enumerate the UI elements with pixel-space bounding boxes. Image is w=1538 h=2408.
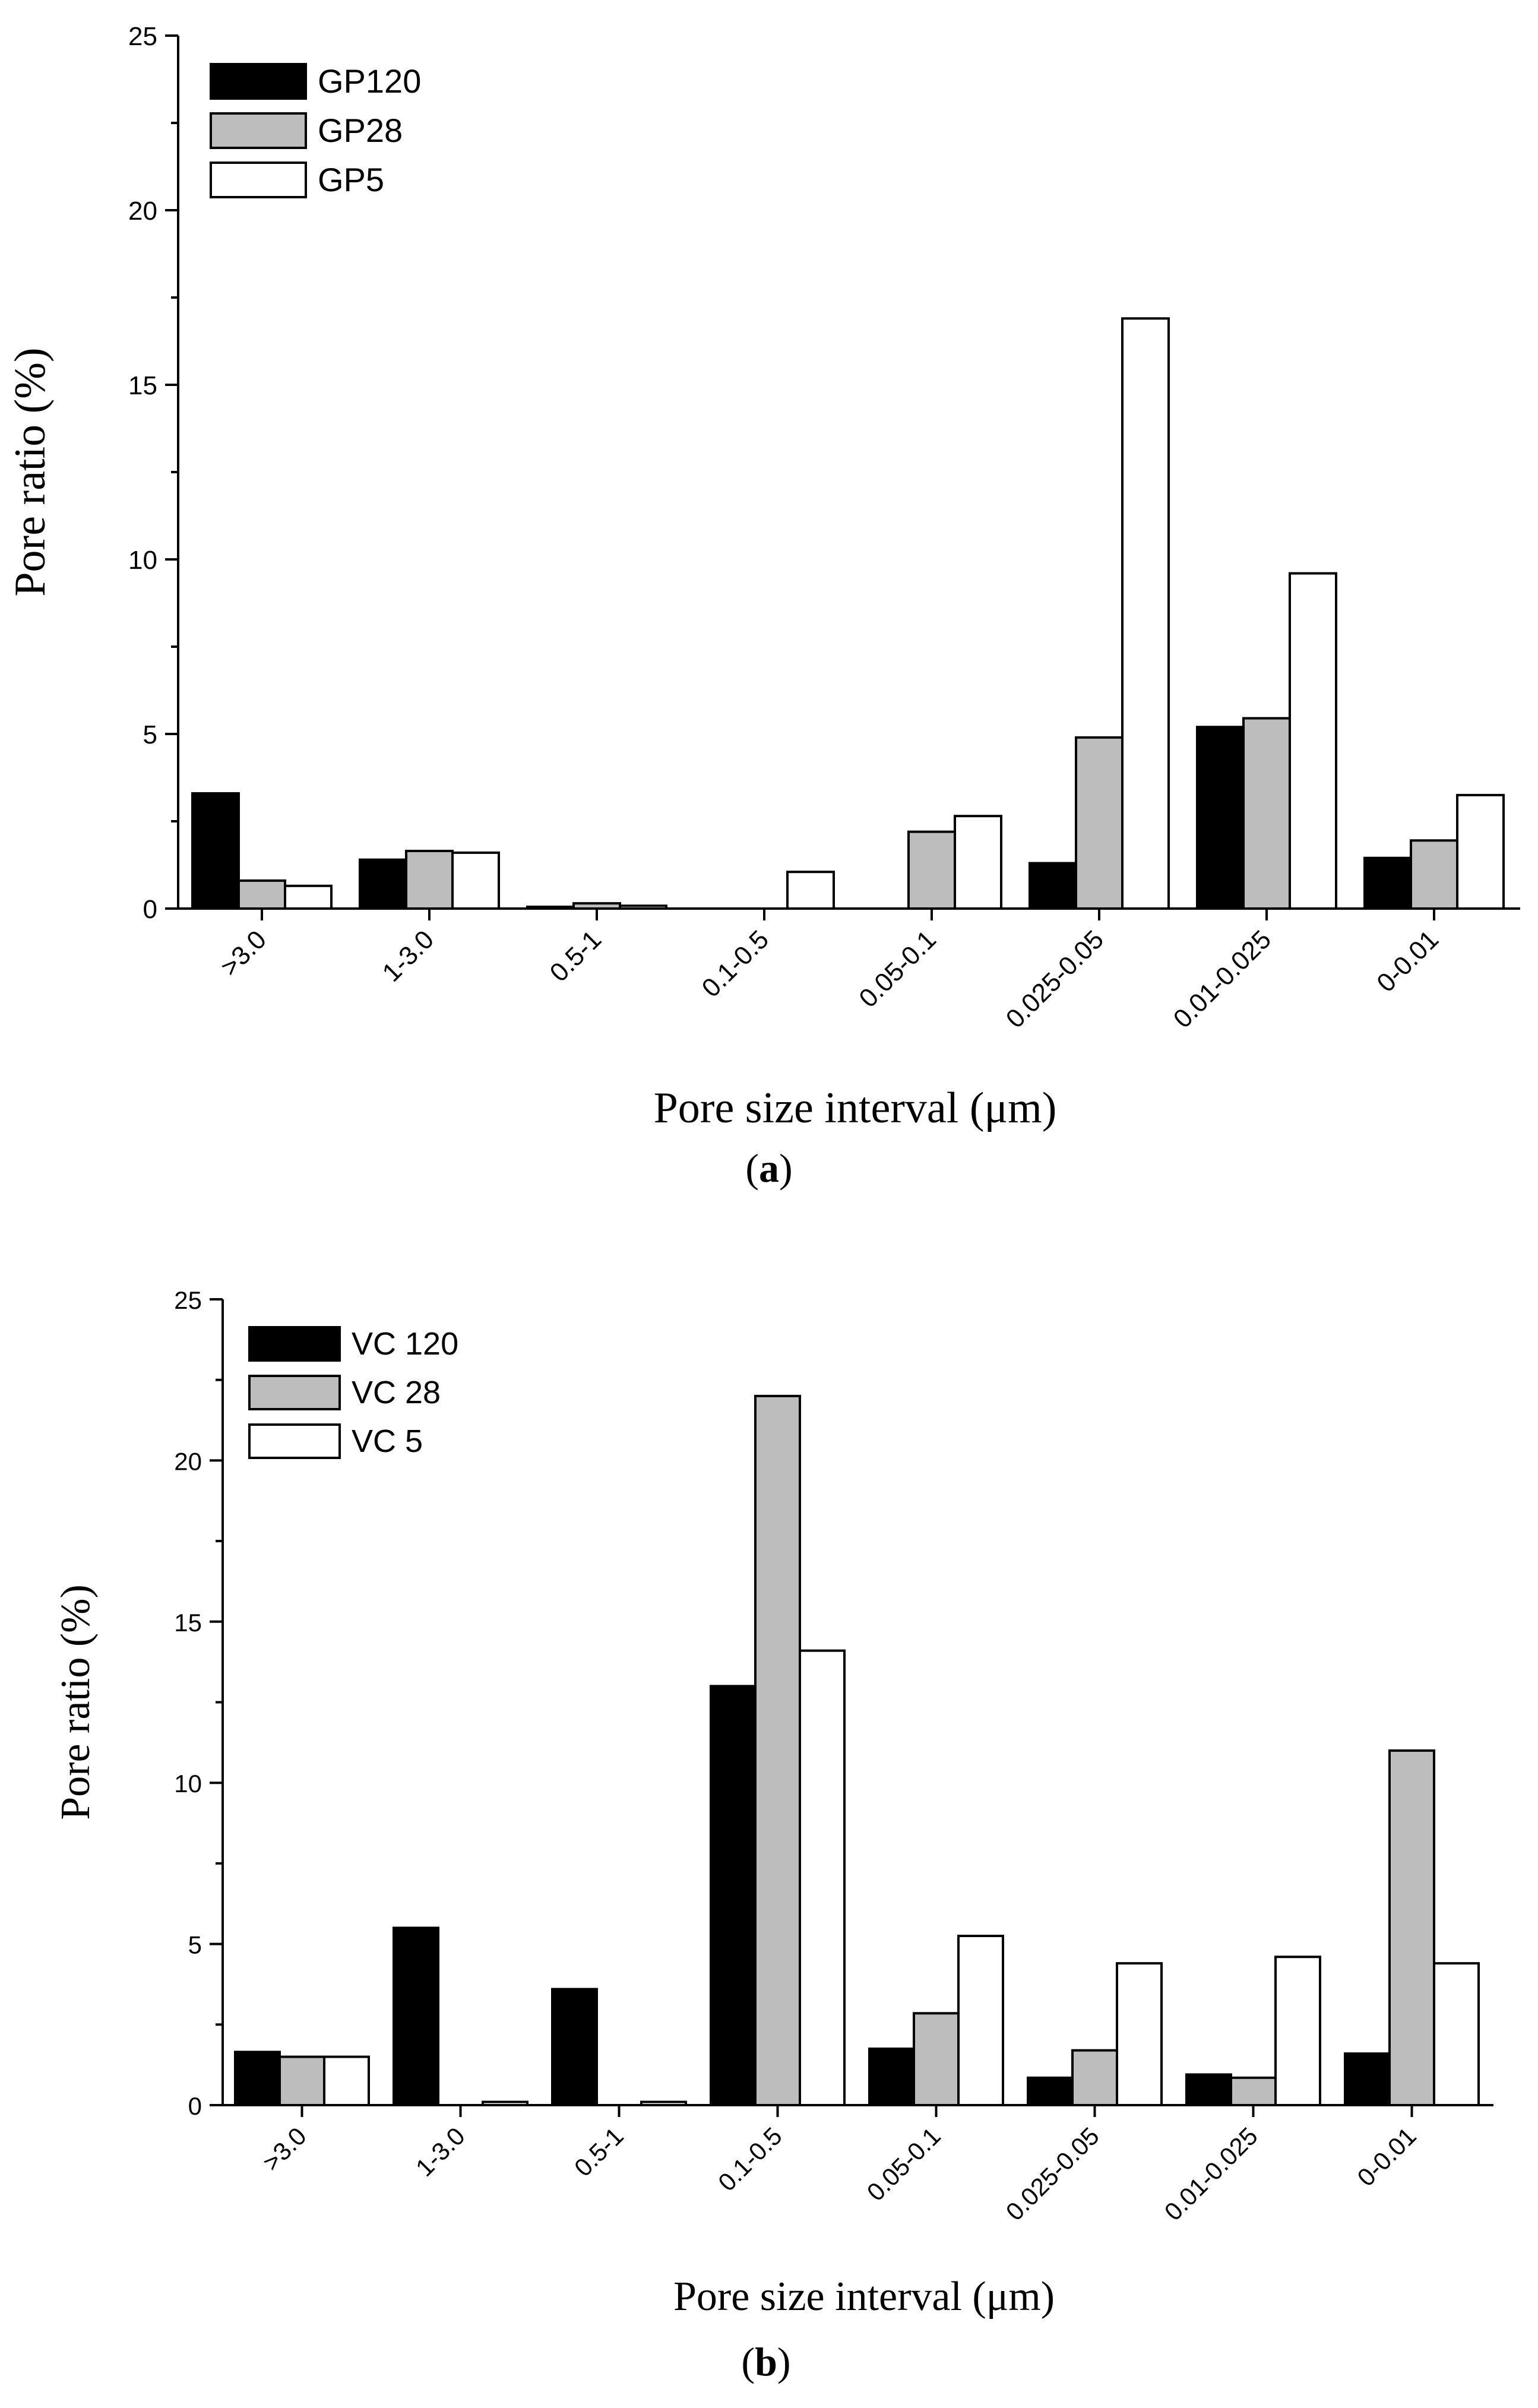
- bar-a-gp5-7: [1456, 793, 1505, 910]
- legend-swatch-a-0: [210, 63, 307, 100]
- y-tick-label-b-1: 5: [188, 1931, 202, 1959]
- bar-b-vc5-5: [1116, 1962, 1163, 2106]
- x-tick-label-a-1: 1-3.0: [377, 925, 440, 988]
- legend-swatch-b-1: [248, 1375, 341, 1410]
- bar-b-vc28-6: [1230, 2076, 1277, 2107]
- x-tick-label-b-3: 0.1-0.5: [713, 2122, 787, 2197]
- legend-label-a-1: GP28: [318, 112, 403, 149]
- bar-b-vc120-6: [1185, 2073, 1232, 2107]
- bar-a-gp28-7: [1410, 839, 1458, 910]
- x-tick-label-b-7: 0-0.01: [1352, 2122, 1421, 2191]
- y-tick-label-a-1: 5: [143, 720, 157, 749]
- y-tick-label-a-2: 10: [128, 546, 157, 575]
- bar-b-vc120-5: [1027, 2076, 1074, 2107]
- bar-b-vc5-4: [957, 1935, 1004, 2107]
- bar-a-gp5-3: [786, 871, 835, 910]
- legend-label-a-2: GP5: [318, 161, 384, 198]
- bar-b-vc28-0: [279, 2055, 325, 2107]
- bar-b-vc5-7: [1433, 1962, 1480, 2106]
- legend-swatch-a-1: [210, 112, 307, 149]
- x-tick-label-b-4: 0.05-0.1: [862, 2122, 946, 2206]
- bar-b-vc5-3: [799, 1649, 846, 2107]
- x-tick-label-a-5: 0.025-0.05: [1001, 925, 1109, 1033]
- bar-a-gp28-6: [1242, 717, 1291, 910]
- bar-a-gp28-1: [405, 849, 454, 910]
- bar-b-vc28-7: [1388, 1749, 1435, 2106]
- x-axis-label-a: Pore size interval (μm): [654, 1084, 1057, 1132]
- bar-a-gp28-5: [1075, 736, 1124, 910]
- x-tick-label-b-5: 0.025-0.05: [1001, 2122, 1105, 2226]
- x-tick-label-a-0: >3.0: [215, 925, 272, 982]
- legend-swatch-b-0: [248, 1326, 341, 1362]
- x-tick-label-a-2: 0.5-1: [545, 925, 607, 988]
- bar-b-vc120-2: [551, 1988, 598, 2107]
- bar-a-gp5-6: [1289, 572, 1337, 910]
- y-tick-label-a-0: 0: [143, 895, 157, 924]
- bar-b-vc28-3: [754, 1394, 801, 2107]
- x-tick-label-a-6: 0.01-0.025: [1168, 925, 1277, 1033]
- y-tick-label-b-3: 15: [174, 1609, 202, 1637]
- y-axis-label-a: Pore ratio (%): [6, 347, 55, 596]
- bar-a-gp5-0: [284, 884, 333, 910]
- y-tick-label-b-5: 25: [174, 1286, 202, 1314]
- y-tick-label-a-3: 15: [128, 371, 157, 400]
- x-axis-label-b: Pore size interval (μm): [673, 2274, 1055, 2320]
- chart-panel-b: >3.0 1-3.0 0.5-1 0.1-0.5 0.05-0.1 0.025-0.05 0…: [53, 1286, 1493, 2384]
- legend-label-b-2: VC 5: [352, 1423, 423, 1459]
- y-tick-label-b-0: 0: [188, 2092, 202, 2120]
- bar-a-gp5-4: [954, 815, 1002, 910]
- bar-a-gp120-0: [191, 792, 240, 910]
- bar-a-gp28-4: [907, 830, 956, 910]
- x-tick-label-b-2: 0.5-1: [569, 2122, 629, 2182]
- bar-a-gp120-5: [1029, 862, 1077, 910]
- x-tick-label-b-6: 0.01-0.025: [1159, 2122, 1263, 2226]
- y-tick-label-a-5: 25: [128, 22, 157, 51]
- legend-swatch-b-2: [248, 1423, 341, 1459]
- bar-b-vc120-0: [234, 2051, 281, 2106]
- y-tick-label-b-4: 20: [174, 1447, 202, 1475]
- bar-b-vc5-0: [323, 2055, 370, 2107]
- panel-label-b: (b): [741, 2339, 790, 2384]
- bar-a-gp5-5: [1121, 317, 1170, 910]
- legend-label-a-0: GP120: [318, 62, 421, 100]
- bar-a-gp120-1: [359, 858, 407, 910]
- x-tick-label-a-4: 0.05-0.1: [853, 925, 942, 1013]
- bar-b-vc120-7: [1344, 2052, 1391, 2107]
- plot-area-a: >3.0 1-3.0 0.5-1 0.1-0.5 0.05-0.1 0.025-0.05 0…: [6, 22, 1520, 1132]
- x-tick-label-a-3: 0.1-0.5: [697, 925, 775, 1003]
- legend-label-b-0: VC 120: [352, 1326, 458, 1362]
- y-axis-label-b: Pore ratio (%): [53, 1584, 99, 1820]
- chart-panel-a: >3.0 1-3.0 0.5-1 0.1-0.5 0.05-0.1 0.025-0.05 0…: [6, 22, 1520, 1191]
- bar-b-vc5-6: [1274, 1955, 1321, 2107]
- legend-swatch-a-2: [210, 162, 307, 198]
- y-tick-label-b-2: 10: [174, 1770, 202, 1798]
- bar-a-gp120-7: [1363, 856, 1412, 910]
- y-tick-label-a-4: 20: [128, 197, 157, 226]
- plot-area-b: >3.0 1-3.0 0.5-1 0.1-0.5 0.05-0.1 0.025-0.05 0…: [53, 1286, 1493, 2320]
- x-tick-label-a-7: 0-0.01: [1371, 925, 1444, 998]
- bar-b-vc120-1: [393, 1926, 439, 2106]
- bar-a-gp5-1: [451, 851, 500, 910]
- bar-a-gp28-0: [238, 879, 286, 910]
- legend-label-b-1: VC 28: [352, 1375, 441, 1410]
- panel-label-a: (a): [745, 1146, 792, 1191]
- x-tick-label-b-0: >3.0: [257, 2122, 312, 2176]
- bar-a-gp120-6: [1196, 726, 1245, 910]
- bar-b-vc28-5: [1071, 2049, 1118, 2107]
- bar-b-vc120-3: [710, 1685, 757, 2107]
- bar-b-vc120-4: [868, 2048, 915, 2107]
- x-tick-label-b-1: 1-3.0: [410, 2122, 470, 2182]
- bar-b-vc28-4: [913, 2012, 960, 2106]
